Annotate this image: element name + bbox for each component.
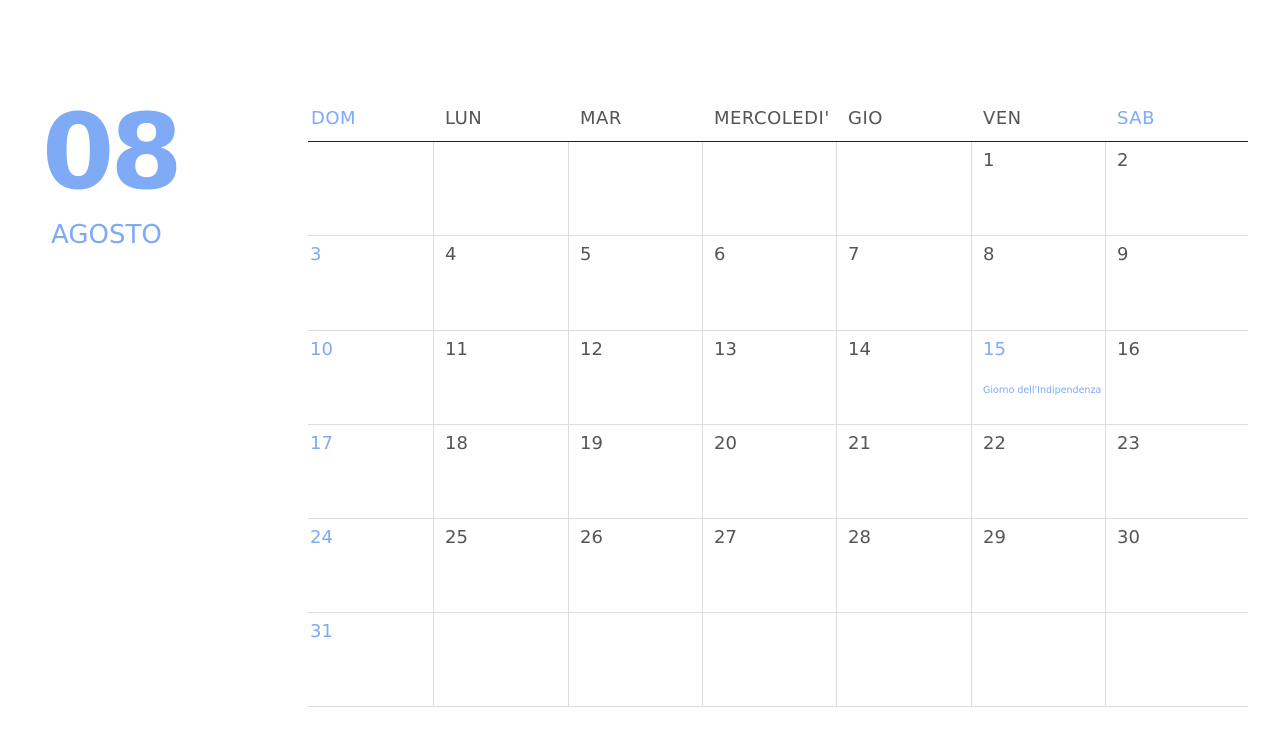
day-cell[interactable]: 4 — [433, 236, 568, 331]
day-cell[interactable]: 27 — [702, 519, 836, 613]
day-number: 9 — [1117, 244, 1129, 265]
day-cell[interactable]: 17 — [308, 425, 433, 519]
day-number: 1 — [983, 150, 995, 171]
day-number: 10 — [310, 339, 333, 360]
day-number: 17 — [310, 433, 333, 454]
day-cell[interactable]: 26 — [568, 519, 702, 613]
day-number: 23 — [1117, 433, 1140, 454]
weekday-header: DOM — [311, 108, 357, 129]
day-cell[interactable] — [568, 142, 702, 236]
day-number: 26 — [580, 527, 603, 548]
day-number: 16 — [1117, 339, 1140, 360]
day-cell[interactable] — [702, 142, 836, 236]
day-number: 18 — [445, 433, 468, 454]
day-cell[interactable]: 14 — [836, 331, 971, 425]
day-cell[interactable]: 20 — [702, 425, 836, 519]
day-number: 29 — [983, 527, 1006, 548]
day-number: 3 — [310, 244, 322, 265]
day-number: 20 — [714, 433, 737, 454]
day-number: 11 — [445, 339, 468, 360]
day-cell[interactable] — [568, 613, 702, 707]
day-cell[interactable]: 1 — [971, 142, 1105, 236]
day-number: 7 — [848, 244, 860, 265]
day-cell[interactable] — [836, 613, 971, 707]
day-cell[interactable]: 15 Giorno dell'Indipendenza — [971, 331, 1105, 425]
day-cell[interactable]: 2 — [1105, 142, 1248, 236]
day-cell[interactable]: 5 — [568, 236, 702, 331]
header-divider — [308, 141, 1248, 142]
weekday-header: VEN — [983, 108, 1022, 129]
day-cell[interactable]: 21 — [836, 425, 971, 519]
day-cell[interactable]: 12 — [568, 331, 702, 425]
day-number: 21 — [848, 433, 871, 454]
weekday-header: GIO — [848, 108, 883, 129]
day-cell[interactable] — [433, 613, 568, 707]
day-number: 4 — [445, 244, 457, 265]
weekday-header: SAB — [1117, 108, 1155, 129]
weekday-header: LUN — [445, 108, 483, 129]
day-number: 2 — [1117, 150, 1129, 171]
day-cell[interactable] — [971, 613, 1105, 707]
day-number: 14 — [848, 339, 871, 360]
weekday-header: MERCOLEDI' — [714, 108, 830, 129]
day-number: 22 — [983, 433, 1006, 454]
month-name: AGOSTO — [51, 220, 162, 250]
day-number: 15 — [983, 339, 1006, 360]
day-cell[interactable]: 16 — [1105, 331, 1248, 425]
day-cell[interactable]: 7 — [836, 236, 971, 331]
day-number: 30 — [1117, 527, 1140, 548]
day-number: 8 — [983, 244, 995, 265]
day-cell[interactable]: 23 — [1105, 425, 1248, 519]
day-cell[interactable]: 8 — [971, 236, 1105, 331]
day-number: 24 — [310, 527, 333, 548]
day-number: 27 — [714, 527, 737, 548]
day-cell[interactable] — [433, 142, 568, 236]
day-cell[interactable]: 3 — [308, 236, 433, 331]
day-cell[interactable]: 22 — [971, 425, 1105, 519]
day-number: 6 — [714, 244, 726, 265]
day-cell[interactable]: 19 — [568, 425, 702, 519]
day-number: 19 — [580, 433, 603, 454]
day-cell[interactable]: 13 — [702, 331, 836, 425]
day-cell[interactable] — [836, 142, 971, 236]
day-cell[interactable]: 25 — [433, 519, 568, 613]
day-number: 12 — [580, 339, 603, 360]
day-cell[interactable]: 28 — [836, 519, 971, 613]
day-cell[interactable]: 10 — [308, 331, 433, 425]
day-cell[interactable] — [1105, 613, 1248, 707]
day-cell[interactable]: 24 — [308, 519, 433, 613]
day-number: 5 — [580, 244, 592, 265]
holiday-label: Giorno dell'Indipendenza — [983, 385, 1102, 396]
day-cell[interactable]: 9 — [1105, 236, 1248, 331]
day-cell[interactable]: 11 — [433, 331, 568, 425]
day-number: 31 — [310, 621, 333, 642]
day-cell[interactable]: 18 — [433, 425, 568, 519]
day-cell[interactable]: 31 — [308, 613, 433, 707]
day-number: 13 — [714, 339, 737, 360]
day-cell[interactable]: 29 — [971, 519, 1105, 613]
day-cell[interactable]: 30 — [1105, 519, 1248, 613]
month-number: 08 — [42, 91, 183, 213]
day-cell[interactable]: 6 — [702, 236, 836, 331]
day-cell[interactable] — [308, 142, 433, 236]
weekday-header: MAR — [580, 108, 622, 129]
day-cell[interactable] — [702, 613, 836, 707]
day-number: 25 — [445, 527, 468, 548]
day-number: 28 — [848, 527, 871, 548]
